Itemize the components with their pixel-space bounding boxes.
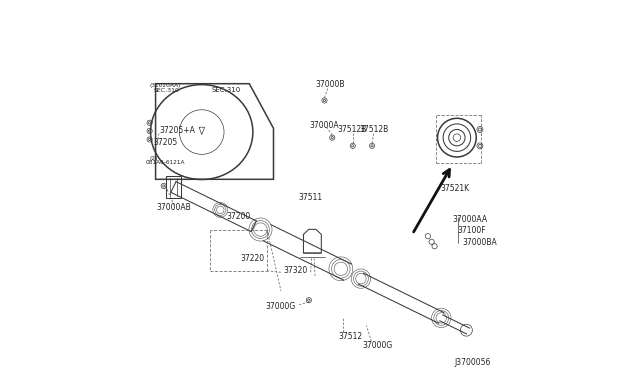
Text: 37320: 37320	[284, 266, 308, 275]
Text: 37512: 37512	[339, 332, 363, 341]
Text: (31020AA): (31020AA)	[150, 83, 181, 88]
Text: 37512B: 37512B	[337, 125, 366, 134]
Text: 37000BA: 37000BA	[462, 238, 497, 247]
Text: SEC.310: SEC.310	[154, 87, 179, 93]
Text: 37205+A: 37205+A	[159, 126, 195, 135]
Text: 081A6-6121A: 081A6-6121A	[146, 160, 186, 166]
Text: 37100F: 37100F	[458, 226, 486, 235]
Text: 37220: 37220	[240, 254, 264, 263]
Text: 37521K: 37521K	[440, 185, 469, 193]
Text: 37512B: 37512B	[359, 125, 388, 134]
Text: (2): (2)	[150, 155, 158, 161]
Text: 37200: 37200	[226, 212, 250, 221]
Text: SEC.310: SEC.310	[212, 87, 241, 93]
Text: 37205: 37205	[154, 138, 177, 147]
Text: J3700056: J3700056	[455, 358, 491, 367]
Text: 37000AA: 37000AA	[452, 215, 487, 224]
Text: 37000AB: 37000AB	[157, 203, 191, 212]
Text: 37000B: 37000B	[316, 80, 345, 89]
Text: 37000A: 37000A	[310, 121, 339, 130]
Text: 37000G: 37000G	[362, 341, 393, 350]
Text: 37511: 37511	[299, 193, 323, 202]
Text: 37000G: 37000G	[266, 302, 296, 311]
